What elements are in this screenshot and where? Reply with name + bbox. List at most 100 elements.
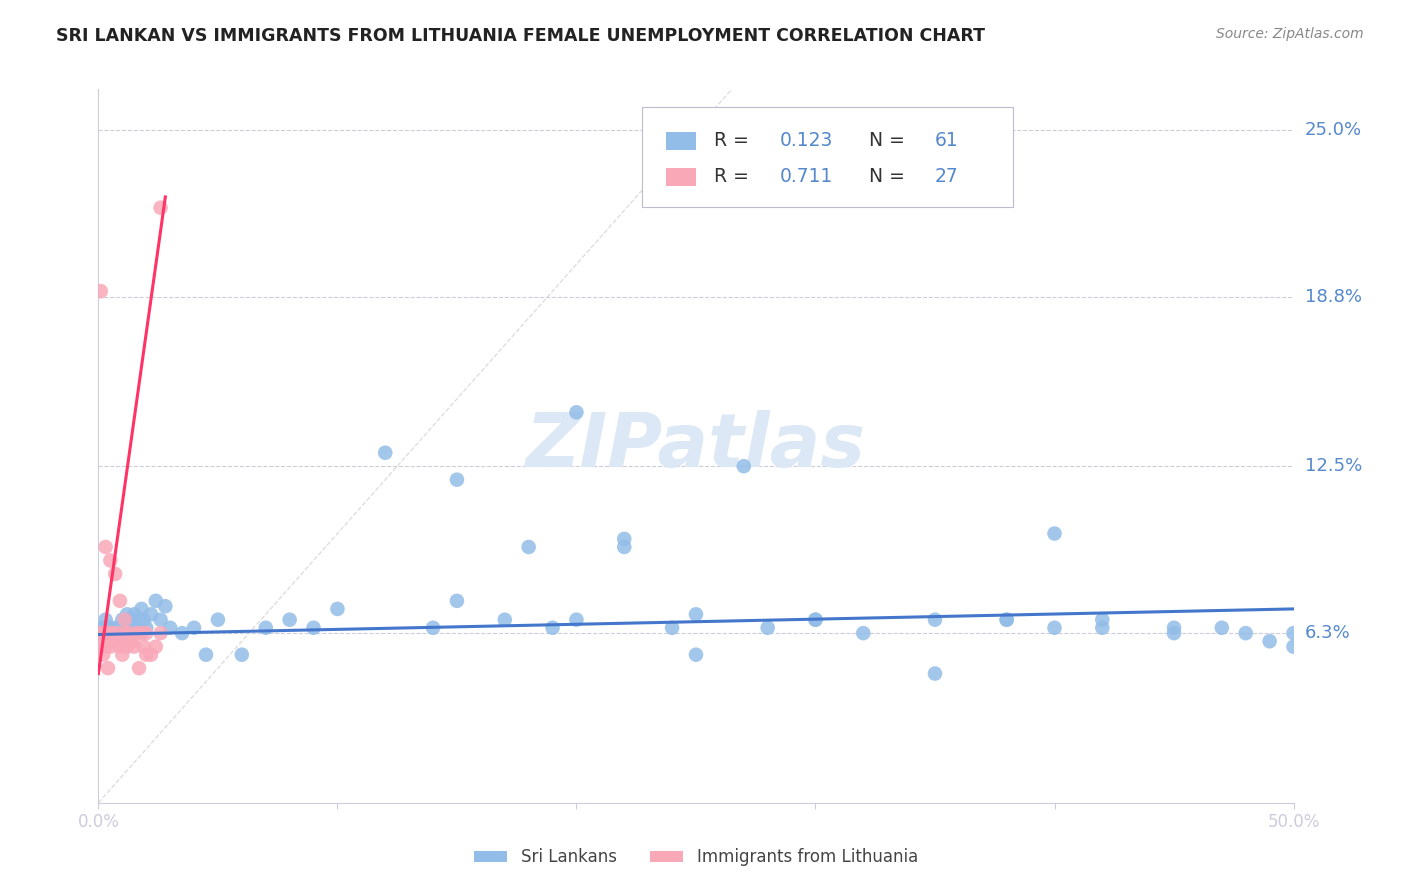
Point <box>128 661 150 675</box>
Point <box>101 626 124 640</box>
Point <box>107 626 129 640</box>
Point <box>139 648 162 662</box>
Point <box>98 553 122 567</box>
Point <box>132 613 155 627</box>
Point <box>101 626 124 640</box>
Point <box>1211 621 1233 635</box>
Text: 0.711: 0.711 <box>779 167 832 186</box>
Point <box>194 648 217 662</box>
Point <box>1163 626 1185 640</box>
Point <box>145 640 167 654</box>
Point <box>995 613 1018 627</box>
Point <box>104 621 127 635</box>
Point <box>97 626 120 640</box>
Point <box>1282 640 1305 654</box>
Point <box>94 626 117 640</box>
Point <box>278 613 301 627</box>
Text: 18.8%: 18.8% <box>1305 287 1361 306</box>
Text: 12.5%: 12.5% <box>1305 458 1362 475</box>
Point <box>111 613 134 627</box>
Point <box>1258 634 1281 648</box>
Point <box>98 621 122 635</box>
Point <box>565 613 588 627</box>
Point <box>98 640 122 654</box>
Text: ZIPatlas: ZIPatlas <box>526 409 866 483</box>
Point <box>149 626 172 640</box>
Point <box>422 621 444 635</box>
Text: SRI LANKAN VS IMMIGRANTS FROM LITHUANIA FEMALE UNEMPLOYMENT CORRELATION CHART: SRI LANKAN VS IMMIGRANTS FROM LITHUANIA … <box>56 27 986 45</box>
Point <box>131 602 153 616</box>
Point <box>207 613 229 627</box>
Point <box>94 613 117 627</box>
Point <box>91 648 114 662</box>
FancyBboxPatch shape <box>643 107 1012 207</box>
Point <box>107 626 129 640</box>
Text: R =: R = <box>714 131 755 151</box>
Point <box>91 626 114 640</box>
Text: 27: 27 <box>935 167 959 186</box>
Point <box>661 621 683 635</box>
Point <box>302 621 325 635</box>
Point <box>155 599 177 614</box>
Point <box>97 621 120 635</box>
Point <box>104 634 127 648</box>
Point <box>1043 621 1066 635</box>
Point <box>104 566 127 581</box>
Point <box>149 613 172 627</box>
Point <box>90 626 112 640</box>
Point <box>149 201 172 215</box>
Point <box>446 594 468 608</box>
Point <box>1282 626 1305 640</box>
Point <box>139 607 162 622</box>
Point <box>108 626 131 640</box>
Point <box>132 640 155 654</box>
Point <box>1043 526 1066 541</box>
Point <box>108 640 131 654</box>
Point <box>159 621 181 635</box>
Point <box>124 640 146 654</box>
Text: R =: R = <box>714 167 755 186</box>
Point <box>97 661 120 675</box>
Point <box>613 532 636 546</box>
Point <box>756 621 779 635</box>
Point <box>114 626 136 640</box>
Point <box>135 648 157 662</box>
Point <box>94 626 117 640</box>
Point <box>326 602 349 616</box>
Point <box>90 284 112 298</box>
Point <box>1091 621 1114 635</box>
Point <box>733 459 755 474</box>
Point <box>172 626 194 640</box>
Point <box>135 621 157 635</box>
Point <box>1163 621 1185 635</box>
Point <box>121 613 143 627</box>
Point <box>128 613 150 627</box>
Point <box>121 634 143 648</box>
Point <box>115 607 138 622</box>
Text: 25.0%: 25.0% <box>1305 120 1362 138</box>
Point <box>114 626 136 640</box>
Point <box>98 626 122 640</box>
Point <box>924 666 946 681</box>
Point <box>1091 613 1114 627</box>
Point <box>111 648 134 662</box>
Point <box>124 607 146 622</box>
Legend: Sri Lankans, Immigrants from Lithuania: Sri Lankans, Immigrants from Lithuania <box>467 842 925 873</box>
Point <box>995 613 1018 627</box>
Text: N =: N = <box>869 167 911 186</box>
Point <box>446 473 468 487</box>
Point <box>231 648 253 662</box>
Point <box>91 621 114 635</box>
Point <box>135 626 157 640</box>
Text: 61: 61 <box>935 131 959 151</box>
Point <box>565 405 588 419</box>
Text: N =: N = <box>869 131 911 151</box>
Point <box>114 613 136 627</box>
Text: 6.3%: 6.3% <box>1305 624 1350 642</box>
Point <box>94 640 117 654</box>
Point <box>613 540 636 554</box>
Point <box>494 613 516 627</box>
Point <box>145 594 167 608</box>
Point <box>685 607 707 622</box>
Point <box>118 621 141 635</box>
